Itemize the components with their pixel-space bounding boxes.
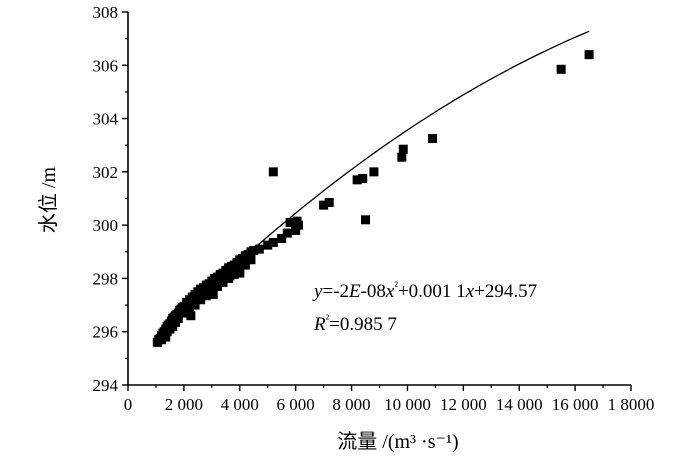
data-point: [285, 217, 295, 227]
data-point: [584, 50, 594, 60]
data-point: [319, 200, 329, 210]
y-tick-label: 294: [93, 376, 119, 395]
r-squared-label: R²=0.985 7: [313, 312, 397, 335]
data-point: [225, 271, 235, 281]
data-point: [208, 289, 218, 299]
y-tick-label: 304: [93, 110, 119, 129]
y-tick-label: 296: [93, 323, 119, 342]
data-point: [282, 228, 292, 238]
data-points: [152, 50, 594, 347]
data-point: [246, 255, 256, 265]
data-point: [268, 167, 278, 177]
data-point: [428, 134, 438, 144]
data-point: [292, 216, 302, 226]
x-tick-label: 1 8000: [608, 395, 655, 414]
data-point: [201, 291, 211, 301]
data-point: [263, 240, 273, 250]
y-tick-label: 300: [93, 216, 119, 235]
data-point: [240, 260, 250, 270]
data-point: [184, 304, 194, 314]
data-point: [398, 144, 408, 154]
data-point: [556, 64, 566, 74]
ticks: 0 2 000 4 000 6 000 8 000 10 000 12 000 14 000 1…: [93, 3, 655, 414]
data-point: [291, 225, 301, 235]
x-tick-label: 2 000: [165, 395, 203, 414]
data-point: [249, 245, 259, 255]
data-point: [218, 277, 228, 287]
x-tick-label: 6 000: [277, 395, 315, 414]
y-axis-title: 水位 /m: [37, 167, 60, 234]
data-point: [277, 233, 287, 243]
data-point: [324, 197, 334, 207]
y-tick-label: 302: [93, 163, 119, 182]
y-tick-label: 308: [93, 3, 119, 22]
data-point: [196, 295, 206, 305]
plot-area: 0 2 000 4 000 6 000 8 000 10 000 12 000 14 000 1…: [93, 3, 655, 414]
equation-label: y=-2E-08x²+0.001 1x+294.57: [312, 279, 537, 302]
data-point: [397, 152, 407, 162]
x-axis-title: 流量 /(m³ ·s⁻¹): [337, 430, 458, 453]
data-point: [358, 174, 368, 184]
trendline: [155, 30, 590, 342]
data-point: [268, 237, 278, 247]
data-point: [369, 167, 379, 177]
data-point: [352, 175, 362, 185]
x-tick-label: 0: [124, 395, 133, 414]
x-tick-label: 4 000: [221, 395, 259, 414]
x-tick-label: 16 000: [552, 395, 599, 414]
data-point: [235, 268, 245, 278]
x-tick-label: 12 000: [440, 395, 487, 414]
data-point: [212, 281, 222, 291]
data-point: [186, 311, 196, 321]
data-point: [190, 300, 200, 310]
data-point: [361, 215, 371, 225]
x-tick-label: 8 000: [332, 395, 370, 414]
y-tick-label: 298: [93, 269, 119, 288]
x-tick-label: 14 000: [496, 395, 543, 414]
x-tick-label: 10 000: [384, 395, 431, 414]
data-point: [161, 332, 171, 342]
data-point: [254, 244, 264, 254]
y-tick-label: 306: [93, 56, 119, 75]
